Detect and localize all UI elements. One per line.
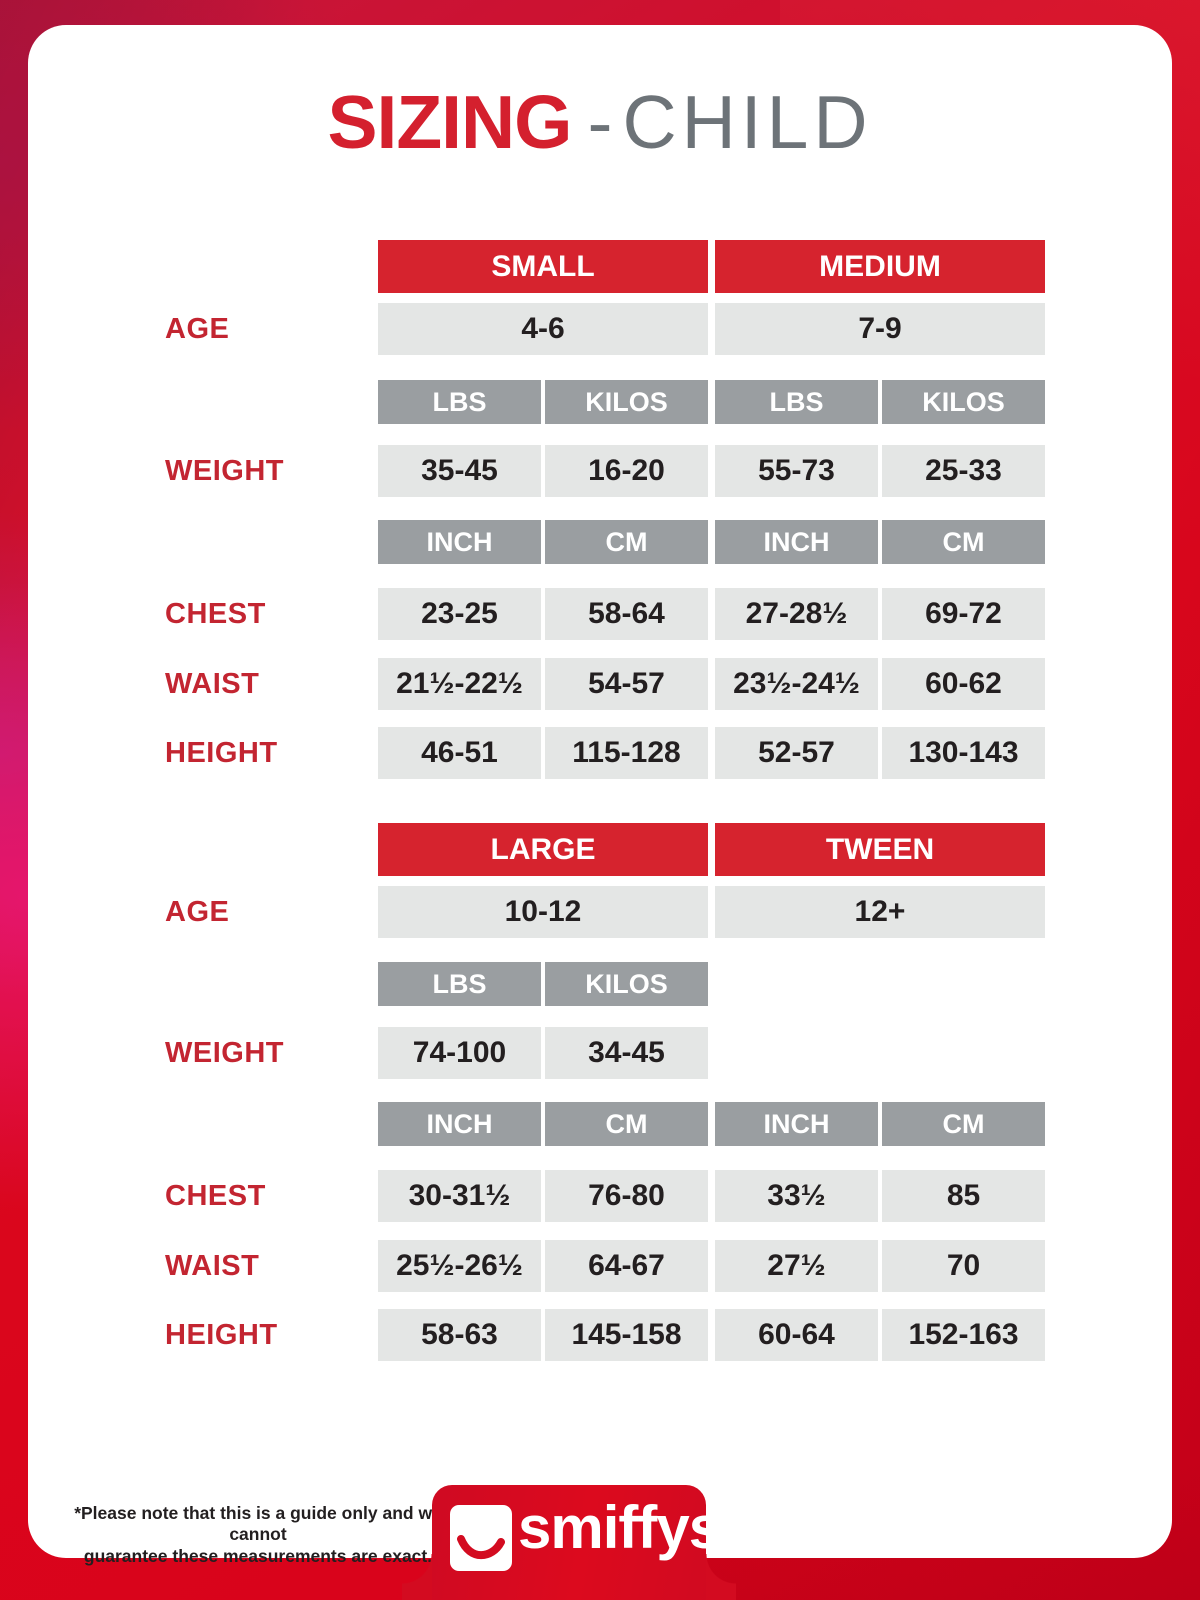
age-cell-medium: 7-9 (715, 303, 1045, 355)
height-cell: 115-128 (545, 727, 708, 779)
height-cell: 52-57 (715, 727, 878, 779)
unit-header-inch: INCH (715, 1102, 878, 1146)
age-label: AGE (165, 895, 230, 928)
height-cell: 46-51 (378, 727, 541, 779)
age-row-2: AGE 10-12 12+ (165, 886, 1052, 938)
chest-label: CHEST (165, 1179, 266, 1212)
smiffys-smile-icon (457, 1535, 505, 1559)
page-title: SIZING - CHILD (28, 83, 1172, 162)
weight-label: WEIGHT (165, 454, 284, 487)
chest-cell: 23-25 (378, 588, 541, 640)
age-row-1: AGE 4-6 7-9 (165, 303, 1052, 355)
size-header-large: LARGE (378, 823, 708, 876)
height-row-2: HEIGHT 58-63 145-158 60-64 152-163 (165, 1309, 1049, 1361)
unit-header-kilos: KILOS (545, 962, 708, 1006)
chest-cell: 27-28½ (715, 588, 878, 640)
waist-cell: 60-62 (882, 658, 1045, 710)
unit-header-lbs: LBS (378, 380, 541, 424)
weight-row-2: WEIGHT 74-100 34-45 (165, 1027, 715, 1079)
smiffys-smile-tile (450, 1505, 512, 1571)
weight-cell: 55-73 (715, 445, 878, 497)
size-header-row-2: LARGE TWEEN (165, 823, 1052, 876)
waist-label: WAIST (165, 667, 260, 700)
unit-header-inch: INCH (715, 520, 878, 564)
chest-row-2: CHEST 30-31½ 76-80 33½ 85 (165, 1170, 1049, 1222)
size-header-tween: TWEEN (715, 823, 1045, 876)
height-cell: 152-163 (882, 1309, 1045, 1361)
height-label: HEIGHT (165, 1318, 278, 1351)
brand-name: smiffys (518, 1494, 722, 1561)
unit-header-inch: INCH (378, 520, 541, 564)
age-cell-tween: 12+ (715, 886, 1045, 938)
waist-cell: 54-57 (545, 658, 708, 710)
age-cell-small: 4-6 (378, 303, 708, 355)
chest-cell: 30-31½ (378, 1170, 541, 1222)
height-cell: 145-158 (545, 1309, 708, 1361)
unit-header-cm: CM (545, 520, 708, 564)
disclaimer-line-1: *Please note that this is a guide only a… (74, 1503, 442, 1545)
disclaimer-line-2: guarantee these measurements are exact. (83, 1545, 433, 1566)
height-label: HEIGHT (165, 736, 278, 769)
size-header-row-1: SMALL MEDIUM (165, 240, 1052, 293)
weight-units-row-2: LBS KILOS (165, 962, 715, 1006)
size-header-small: SMALL (378, 240, 708, 293)
chest-cell: 76-80 (545, 1170, 708, 1222)
waist-row-2: WAIST 25½-26½ 64-67 27½ 70 (165, 1240, 1049, 1292)
title-separator: - (587, 80, 613, 164)
unit-header-cm: CM (882, 1102, 1045, 1146)
sizing-card: SIZING - CHILD SMALL MEDIUM AGE 4-6 7-9 LB… (28, 25, 1172, 1566)
weight-label: WEIGHT (165, 1036, 284, 1069)
chest-label: CHEST (165, 597, 266, 630)
height-cell: 60-64 (715, 1309, 878, 1361)
chest-cell: 69-72 (882, 588, 1045, 640)
smiffys-logo-tab: smiffys TM (402, 1485, 742, 1600)
chest-cell: 85 (882, 1170, 1045, 1222)
chest-cell: 33½ (715, 1170, 878, 1222)
title-secondary: CHILD (622, 80, 873, 164)
trademark-symbol: TM (723, 1495, 742, 1511)
smiffys-wordmark: smiffys TM (518, 1495, 742, 1558)
size-header-medium: MEDIUM (715, 240, 1045, 293)
waist-cell: 25½-26½ (378, 1240, 541, 1292)
unit-header-inch: INCH (378, 1102, 541, 1146)
height-cell: 58-63 (378, 1309, 541, 1361)
measure-units-row-1: INCH CM INCH CM (165, 520, 1049, 564)
title-primary: SIZING (327, 80, 572, 164)
height-row-1: HEIGHT 46-51 115-128 52-57 130-143 (165, 727, 1049, 779)
weight-cell: 74-100 (378, 1027, 541, 1079)
chest-row-1: CHEST 23-25 58-64 27-28½ 69-72 (165, 588, 1049, 640)
weight-units-row-1: LBS KILOS LBS KILOS (165, 380, 1049, 424)
weight-row-1: WEIGHT 35-45 16-20 55-73 25-33 (165, 445, 1049, 497)
unit-header-cm: CM (545, 1102, 708, 1146)
waist-cell: 27½ (715, 1240, 878, 1292)
weight-cell: 35-45 (378, 445, 541, 497)
height-cell: 130-143 (882, 727, 1045, 779)
waist-cell: 64-67 (545, 1240, 708, 1292)
age-label: AGE (165, 312, 230, 345)
waist-cell: 70 (882, 1240, 1045, 1292)
unit-header-lbs: LBS (715, 380, 878, 424)
unit-header-kilos: KILOS (882, 380, 1045, 424)
weight-cell: 34-45 (545, 1027, 708, 1079)
measure-units-row-2: INCH CM INCH CM (165, 1102, 1049, 1146)
age-cell-large: 10-12 (378, 886, 708, 938)
weight-cell: 16-20 (545, 445, 708, 497)
waist-cell: 21½-22½ (378, 658, 541, 710)
unit-header-cm: CM (882, 520, 1045, 564)
waist-cell: 23½-24½ (715, 658, 878, 710)
chest-cell: 58-64 (545, 588, 708, 640)
unit-header-kilos: KILOS (545, 380, 708, 424)
disclaimer-note: *Please note that this is a guide only a… (66, 1503, 450, 1567)
unit-header-lbs: LBS (378, 962, 541, 1006)
waist-row-1: WAIST 21½-22½ 54-57 23½-24½ 60-62 (165, 658, 1049, 710)
weight-cell: 25-33 (882, 445, 1045, 497)
waist-label: WAIST (165, 1249, 260, 1282)
